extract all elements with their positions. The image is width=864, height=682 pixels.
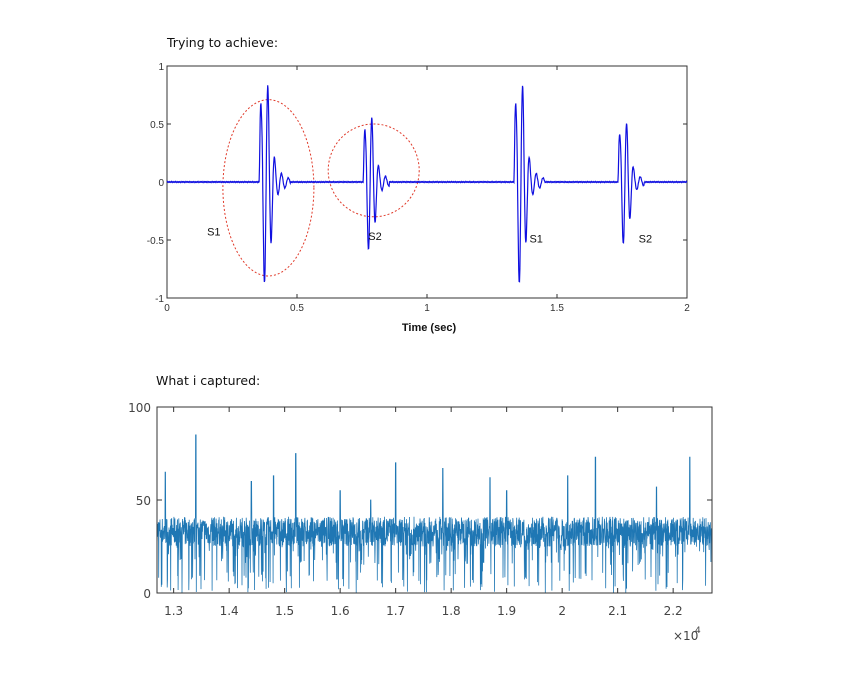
top-chart-xtick-label: 1: [424, 303, 430, 314]
top-chart-xtick-label: 1.5: [550, 303, 564, 314]
top-chart-annotation: S2: [639, 233, 652, 245]
top-chart-annotation: S1: [529, 233, 542, 245]
top-chart-annotation: S2: [368, 231, 381, 243]
top-chart-xlabel: Time (sec): [402, 322, 457, 334]
top-chart-xtick-label: 0: [164, 303, 170, 314]
top-chart-ytick-label: 0.5: [150, 120, 164, 131]
top-chart-ytick-label: -1: [155, 294, 164, 305]
top-chart-ytick-label: 1: [158, 62, 164, 73]
top-chart-series-line: [166, 85, 688, 283]
top-chart-ytick-label: 0: [158, 178, 164, 189]
top-chart-ytick-label: -0.5: [147, 236, 165, 247]
top-chart-xtick-label: 2: [684, 303, 690, 314]
top-chart-highlight-ellipse: [222, 99, 315, 277]
top-chart-xtick-label: 0.5: [290, 303, 304, 314]
top-chart-highlight-ellipse: [327, 123, 420, 218]
top-chart-annotation: S1: [207, 226, 220, 238]
caption-top: Trying to achieve:: [167, 35, 279, 50]
caption-bottom: What i captured:: [156, 373, 261, 388]
